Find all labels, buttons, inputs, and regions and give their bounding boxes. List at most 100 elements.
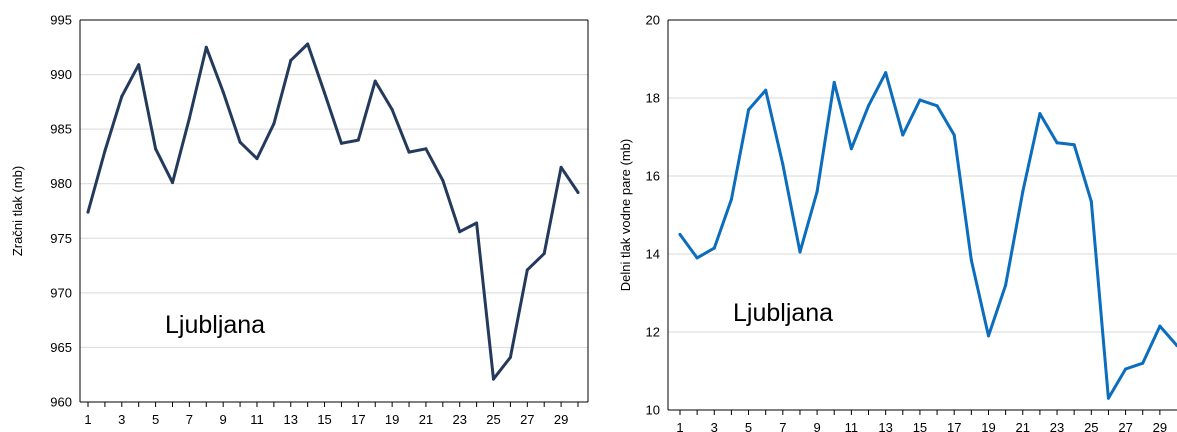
data-point — [1141, 361, 1145, 365]
y-tick-label: 980 — [50, 176, 72, 191]
data-point — [729, 197, 733, 201]
data-point — [187, 116, 191, 120]
data-point — [678, 233, 682, 236]
y-tick-label: 990 — [50, 67, 72, 82]
data-point — [1072, 143, 1076, 147]
data-point — [952, 133, 956, 137]
data-point — [103, 149, 107, 153]
x-tick-label: 15 — [913, 420, 927, 432]
station-annotation: Ljubljana — [733, 299, 833, 327]
data-point — [1004, 283, 1008, 287]
y-tick-label: 960 — [50, 395, 72, 410]
data-point — [492, 377, 496, 381]
data-point — [475, 221, 479, 225]
data-point — [559, 165, 563, 169]
y-axis-title: Zračni tlak (mb) — [10, 166, 25, 256]
data-point — [373, 79, 377, 83]
data-point — [441, 178, 445, 182]
y-tick-label: 18 — [646, 91, 660, 106]
y-tick-label: 975 — [50, 231, 72, 246]
data-point — [508, 355, 512, 359]
x-tick-label: 23 — [452, 412, 466, 427]
x-tick-label: 3 — [118, 412, 125, 427]
x-tick-label: 19 — [981, 420, 995, 432]
data-point — [1038, 112, 1042, 116]
data-point — [255, 157, 259, 161]
y-tick-label: 10 — [646, 403, 660, 418]
data-point — [1089, 199, 1093, 203]
data-point — [137, 63, 141, 67]
y-tick-label: 985 — [50, 122, 72, 137]
x-tick-label: 5 — [745, 420, 752, 432]
x-tick-label: 27 — [520, 412, 534, 427]
data-point — [986, 334, 990, 338]
data-point — [918, 98, 922, 102]
x-tick-label: 23 — [1050, 420, 1064, 432]
data-point — [781, 162, 785, 166]
y-tick-label: 14 — [646, 247, 660, 262]
x-tick-label: 1 — [84, 412, 91, 427]
data-point — [1021, 190, 1025, 194]
data-point — [935, 104, 939, 108]
data-point — [969, 258, 973, 262]
data-point — [884, 71, 888, 75]
x-tick-label: 7 — [186, 412, 193, 427]
x-tick-label: 29 — [1153, 420, 1167, 432]
data-point — [712, 246, 716, 250]
data-point — [356, 138, 360, 142]
data-point — [1106, 396, 1110, 400]
x-tick-label: 9 — [220, 412, 227, 427]
data-point — [1055, 141, 1059, 145]
x-tick-label: 29 — [554, 412, 568, 427]
data-point — [764, 88, 768, 92]
data-point — [849, 147, 853, 151]
x-tick-label: 17 — [947, 420, 961, 432]
data-point — [339, 141, 343, 145]
data-point — [390, 107, 394, 111]
data-point — [86, 210, 90, 214]
data-point — [695, 256, 699, 260]
y-tick-label: 12 — [646, 325, 660, 340]
x-tick-label: 9 — [813, 420, 820, 432]
data-point — [407, 150, 411, 154]
x-tick-label: 11 — [250, 412, 264, 427]
data-point — [1158, 324, 1162, 328]
data-point — [458, 230, 462, 234]
x-tick-label: 3 — [711, 420, 718, 432]
y-tick-label: 970 — [50, 285, 72, 300]
y-tick-label: 965 — [50, 340, 72, 355]
data-point — [815, 190, 819, 194]
x-tick-label: 1 — [676, 420, 683, 432]
x-tick-label: 5 — [152, 412, 159, 427]
x-tick-label: 25 — [486, 412, 500, 427]
y-axis-title: Delni tlak vodne pare (mb) — [618, 139, 633, 291]
data-point — [204, 45, 208, 49]
data-point — [901, 133, 905, 137]
data-point — [542, 252, 546, 256]
x-tick-label: 7 — [779, 420, 786, 432]
data-point — [525, 268, 529, 272]
data-point — [576, 190, 580, 194]
data-point — [424, 147, 428, 151]
data-point — [832, 80, 836, 84]
data-point — [867, 104, 871, 108]
y-tick-label: 995 — [50, 13, 72, 28]
data-point — [238, 140, 242, 144]
data-point — [747, 108, 751, 112]
x-tick-label: 13 — [878, 420, 892, 432]
x-tick-label: 21 — [419, 412, 433, 427]
data-point — [306, 42, 310, 46]
x-tick-label: 19 — [385, 412, 399, 427]
data-point — [289, 58, 293, 62]
data-point — [323, 91, 327, 95]
y-tick-label: 16 — [646, 169, 660, 184]
x-tick-label: 17 — [351, 412, 365, 427]
data-point — [170, 181, 174, 185]
x-tick-label: 25 — [1084, 420, 1098, 432]
station-annotation: Ljubljana — [165, 311, 265, 339]
x-tick-label: 21 — [1016, 420, 1030, 432]
data-point — [221, 90, 225, 94]
